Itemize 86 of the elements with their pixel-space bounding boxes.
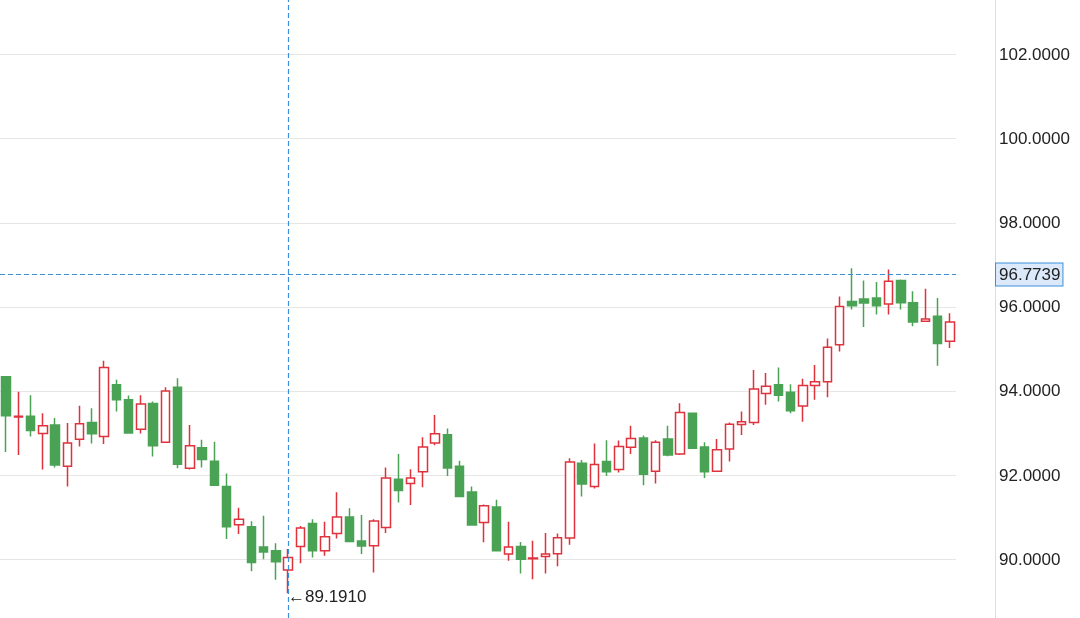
candlestick: [871, 281, 882, 316]
candlestick: [822, 337, 833, 399]
annotation: ←89.1910: [288, 586, 367, 606]
candlestick: [650, 439, 661, 485]
candlestick: [858, 279, 870, 328]
candlestick: [13, 391, 24, 456]
candlestick: [221, 472, 232, 540]
candlestick: [380, 466, 392, 534]
candlestick: [393, 453, 404, 504]
candlestick: [246, 520, 257, 573]
candlestick: [295, 525, 306, 565]
candlestick: [589, 442, 600, 490]
candlestick: [37, 412, 49, 471]
candlestick: [49, 417, 61, 469]
candlestick: [760, 372, 772, 406]
candlestick: [344, 507, 355, 544]
y-tick-label: 92.0000: [999, 465, 1061, 485]
candlestick: [846, 267, 858, 311]
candlestick: [233, 507, 245, 535]
candlestick: [662, 425, 674, 457]
candlestick: [515, 541, 527, 575]
candlestick: [491, 499, 502, 552]
candlestick: [135, 394, 147, 435]
candlestick: [883, 268, 894, 316]
candlestick: [98, 359, 110, 445]
candlestick: [674, 402, 686, 456]
candlestick: [944, 312, 956, 349]
candlestick: [147, 400, 159, 458]
candlestick: [0, 375, 12, 453]
y-tick-label: 98.0000: [999, 213, 1061, 233]
candlestick: [123, 394, 134, 435]
candlestick: [932, 297, 943, 367]
candlestick: [196, 439, 208, 469]
candlestick: [907, 290, 919, 327]
candlestick: [307, 518, 318, 559]
ref-line-label: 96.7739: [999, 265, 1061, 285]
candlestick: [552, 532, 563, 568]
candlestick: [809, 364, 821, 401]
candlestick: [564, 457, 576, 546]
y-tick-label: 96.0000: [999, 297, 1061, 317]
candlestick: [454, 460, 465, 499]
candlestick: [258, 515, 269, 560]
candlestick: [270, 542, 282, 581]
candlestick: [834, 295, 845, 353]
candlestick: [576, 459, 588, 498]
candlestick: [209, 441, 220, 487]
y-tick-label: 100.0000: [999, 129, 1070, 149]
candlestick: [785, 383, 796, 415]
candlestick: [895, 278, 907, 311]
y-tick-label: 90.0000: [999, 549, 1061, 569]
candlestick: [184, 424, 196, 471]
candlestick: [466, 485, 478, 526]
candlestick: [74, 404, 85, 448]
candlestick: [405, 468, 416, 506]
candlestick: [613, 439, 625, 474]
candlestick: [687, 412, 698, 449]
candlestick: [62, 422, 73, 488]
candlestick: [319, 520, 331, 557]
candlestick: [429, 414, 441, 446]
candlestick: [417, 436, 429, 488]
candlestick: [442, 427, 453, 477]
candlestick: [920, 288, 931, 323]
candlestick: [736, 410, 747, 436]
candlestick: [172, 377, 183, 470]
candlestick: [25, 394, 36, 438]
candlestick: [797, 378, 809, 423]
candlestick: [773, 366, 784, 403]
candlestick: [527, 539, 539, 581]
candlestick: [601, 439, 612, 477]
candlestick: [111, 378, 122, 413]
candlestick: [638, 434, 649, 486]
candlestick: [503, 520, 514, 562]
candlestick: [724, 421, 735, 463]
candlestick: [711, 438, 723, 473]
candlestick: [748, 369, 760, 426]
candlestick: [356, 514, 367, 555]
candlestick: [540, 532, 551, 575]
candlestick: [699, 441, 710, 479]
candlestick: [331, 491, 343, 540]
y-tick-label: 102.0000: [999, 45, 1070, 65]
candlestick: [478, 503, 490, 544]
candlestick: [160, 386, 171, 444]
y-tick-label: 94.0000: [999, 381, 1061, 401]
candlestick: [368, 518, 380, 574]
candlestick: [86, 407, 98, 445]
candlestick: [625, 425, 637, 455]
